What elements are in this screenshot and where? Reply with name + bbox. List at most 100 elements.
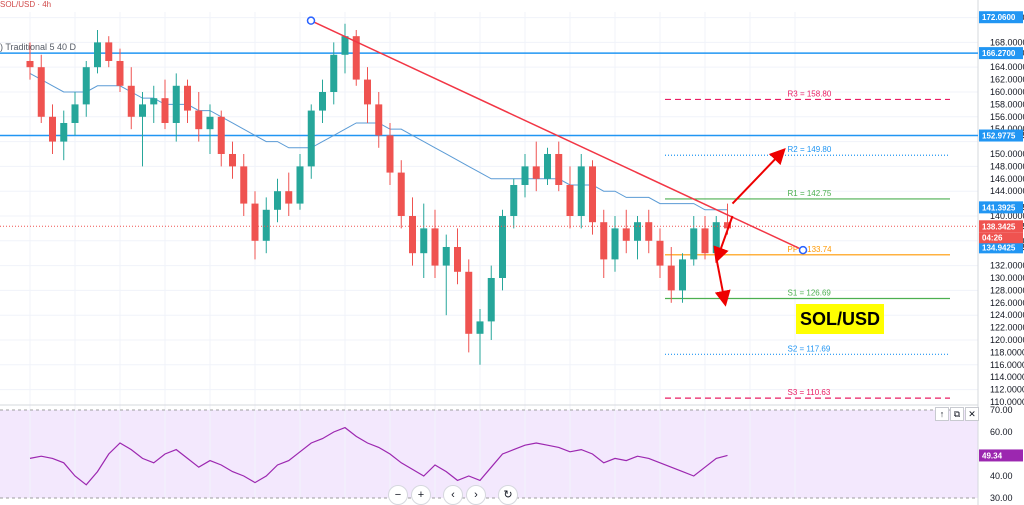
indicator-label: ) Traditional 5 40 D: [0, 42, 77, 52]
price-tag-label: 166.2700: [982, 49, 1016, 58]
close-pane-button[interactable]: ✕: [965, 407, 979, 421]
candle: [150, 98, 158, 105]
bullish-arrow: [731, 147, 786, 205]
candle: [577, 166, 585, 216]
price-axis-label: 160.0000: [990, 87, 1024, 97]
candle: [375, 104, 383, 136]
price-axis-label: 132.0000: [990, 261, 1024, 271]
bearish-arrow-to-s1: [714, 256, 731, 307]
candle: [330, 54, 338, 92]
pivot-label: PP = 133.74: [788, 245, 833, 254]
rsi-axis-label: 60.00: [990, 427, 1013, 437]
price-axis-label: 130.0000: [990, 273, 1024, 283]
candle: [296, 166, 304, 204]
candle: [656, 240, 664, 266]
price-axis-label: 128.0000: [990, 285, 1024, 295]
candle: [386, 135, 394, 173]
symbol-badge: SOL/USD: [796, 304, 884, 334]
candle: [690, 228, 698, 260]
candle: [341, 36, 349, 55]
price-axis-label: 122.0000: [990, 323, 1024, 333]
price-tag-label: 141.3925: [982, 203, 1016, 212]
pivot-label: R1 = 142.75: [788, 189, 832, 198]
price-axis-label: 154.0000: [990, 124, 1024, 134]
price-tag: [979, 129, 1023, 142]
trendline: [310, 20, 804, 251]
price-axis-label: 116.0000: [990, 360, 1024, 370]
candle: [667, 265, 675, 291]
rsi-axis-label: 40.00: [990, 471, 1013, 481]
price-axis-label: 148.0000: [990, 161, 1024, 171]
candle: [26, 60, 34, 68]
candle: [82, 67, 90, 105]
move-pane-up-button[interactable]: ↑: [935, 407, 949, 421]
candle: [94, 42, 101, 68]
candle: [645, 222, 653, 241]
candle: [116, 60, 124, 86]
candle: [274, 191, 281, 210]
candle: [499, 215, 506, 278]
candle: [712, 222, 720, 254]
candle: [352, 36, 360, 80]
price-axis-label: 140.0000: [990, 211, 1024, 221]
candle: [476, 321, 484, 334]
candle: [71, 104, 79, 123]
countdown-label: 04:26: [982, 233, 1003, 242]
candle: [510, 184, 518, 216]
candle: [105, 42, 113, 61]
price-axis-label: 118.0000: [990, 347, 1024, 357]
bearish-arrow-to-pp: [713, 215, 734, 264]
candle: [622, 228, 630, 241]
price-axis-label: 146.0000: [990, 174, 1024, 184]
candle: [319, 91, 326, 111]
candle: [49, 116, 56, 142]
price-axis-label: 110.0000: [990, 397, 1024, 407]
candle: [600, 222, 608, 260]
pivot-label: R2 = 149.80: [788, 145, 832, 154]
rsi-axis-label: 70.00: [990, 405, 1013, 415]
candle: [139, 104, 146, 117]
price-axis-label: 158.0000: [990, 99, 1024, 109]
candle: [589, 166, 596, 223]
price-axis-label: 114.0000: [990, 372, 1024, 382]
candle: [285, 191, 293, 204]
zoom-in-button[interactable]: +: [411, 485, 431, 505]
chart-header: SOL/USD · 4h: [0, 0, 52, 9]
candle: [566, 184, 574, 216]
pivot-label: S3 = 110.63: [788, 388, 831, 397]
candle: [420, 228, 428, 254]
candle: [161, 98, 169, 123]
trendline-anchor-start: [306, 16, 316, 25]
candle: [251, 203, 259, 241]
scroll-back-button[interactable]: ‹: [443, 485, 463, 505]
rsi-line: [29, 426, 728, 486]
price-axis-label: 112.0000: [990, 385, 1024, 395]
candle: [60, 122, 68, 142]
price-axis-label: 168.0000: [990, 37, 1024, 47]
scroll-forward-button[interactable]: ›: [466, 485, 486, 505]
candle: [634, 222, 641, 241]
price-tag: [979, 241, 1023, 254]
candle: [701, 228, 709, 254]
candle: [431, 228, 439, 266]
candle: [37, 67, 45, 117]
candle: [397, 172, 405, 216]
rsi-value-tag: [979, 449, 1023, 462]
maximize-pane-button[interactable]: ⧉: [950, 407, 964, 421]
price-axis-label: 150.0000: [990, 149, 1024, 159]
price-axis-label: 144.0000: [990, 186, 1024, 196]
candle: [555, 153, 563, 185]
price-tag: [979, 220, 1023, 233]
price-tag: [979, 47, 1023, 60]
price-axis-label: 162.0000: [990, 75, 1024, 85]
reset-chart-button[interactable]: ↻: [498, 485, 518, 505]
pivot-label: S2 = 117.69: [788, 344, 831, 353]
candle: [409, 215, 416, 254]
pivot-label: S1 = 126.69: [788, 289, 832, 298]
zoom-out-button[interactable]: −: [388, 485, 408, 505]
candle: [487, 277, 495, 322]
rsi-value-label: 49.34: [982, 451, 1003, 460]
price-tag: [979, 201, 1023, 214]
price-tag-label: 134.9425: [982, 243, 1016, 252]
